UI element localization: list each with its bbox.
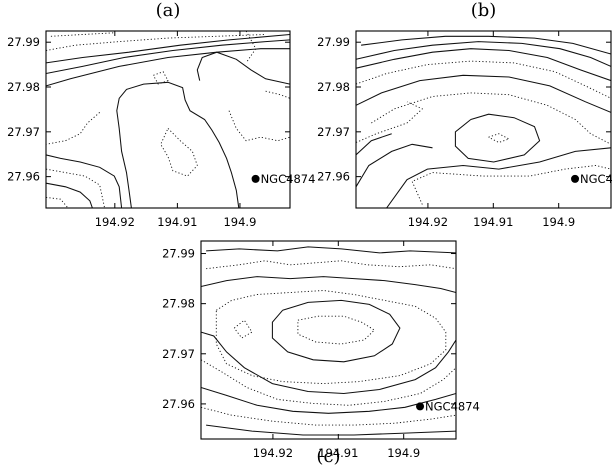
contour-line [116,81,240,208]
galaxy-marker [416,402,425,411]
plot-frame [355,30,612,209]
y-tick-label: 27.97 [317,125,350,139]
panel-title: (a) [156,0,181,21]
contour-line [46,112,100,145]
galaxy-marker [571,174,580,183]
panel-2: (b) 27.99 27.98 27.97 27.96 194.92 194.91 194.9… [317,0,612,229]
galaxy-marker [251,174,260,183]
contour-line [297,315,376,345]
panel-1: (a) 27.99 27.98 27.97 27.96 194.92 194.91 194.9… [7,0,315,229]
contour-line [361,35,611,55]
contour-line [196,51,290,85]
galaxy-label: NGC4874 [580,172,612,186]
x-tick-label: 194.9 [223,215,256,229]
contour-line [206,424,456,436]
y-tick-label: 27.99 [7,35,40,49]
y-tick-label: 27.98 [317,80,350,94]
y-tick-label: 27.96 [7,170,40,184]
contour-line [371,92,611,145]
y-tick-label: 27.98 [162,297,195,311]
contour-line [245,31,257,64]
y-tick-label: 27.99 [162,247,195,261]
x-tick-label: 194.92 [253,446,293,460]
contour-line [356,133,392,156]
contour-line [356,48,611,82]
panel-3: (c) 27.99 27.98 27.97 27.96 194.92 194.91 194.9… [162,240,480,467]
contour-line [206,260,456,270]
contour-group [356,35,611,208]
x-tick-label: 194.9 [387,446,420,460]
contour-group [201,246,456,436]
contour-line [271,299,401,363]
panel-title: (b) [471,0,497,21]
contour-line [206,246,456,254]
contour-line [488,133,511,143]
y-tick-label: 27.96 [162,397,195,411]
y-tick-label: 27.97 [162,347,195,361]
contour-line [201,386,456,414]
contour-line [46,182,93,208]
contour-line [160,128,198,177]
contour-line [46,196,69,208]
x-tick-label: 194.92 [408,215,448,229]
contour-line [201,331,456,395]
contour-line [201,276,456,294]
contour-line [46,33,290,64]
contour-line [46,34,266,51]
contour-line [233,319,253,339]
y-tick-label: 27.99 [317,35,350,49]
contour-line [356,101,424,143]
contour-line [50,32,115,37]
galaxy-label: NGC4874 [425,399,480,413]
contour-line [356,143,433,188]
panel-title: (c) [316,446,340,467]
contour-line [215,290,447,385]
plot-frame [200,240,457,440]
contour-line [46,39,290,75]
contour-line [356,41,611,67]
x-tick-label: 194.9 [542,215,575,229]
x-tick-label: 194.92 [95,215,135,229]
contour-line [356,74,611,113]
contour-line [153,71,169,85]
contour-line [265,90,290,99]
contour-line [201,359,456,406]
contour-group [46,31,290,208]
x-tick-label: 194.91 [318,446,358,460]
y-tick-label: 27.96 [317,170,350,184]
x-tick-label: 194.91 [157,215,197,229]
contour-line [386,147,611,208]
x-tick-label: 194.91 [473,215,513,229]
contour-line [228,110,290,142]
contour-line [201,406,456,426]
contour-line [454,113,541,163]
y-tick-label: 27.98 [7,80,40,94]
contour-line [46,168,106,208]
contour-line [46,154,123,208]
plot-frame [45,30,291,209]
galaxy-label: NGC4874 [261,172,316,186]
y-tick-label: 27.97 [7,125,40,139]
contour-line [46,48,290,87]
